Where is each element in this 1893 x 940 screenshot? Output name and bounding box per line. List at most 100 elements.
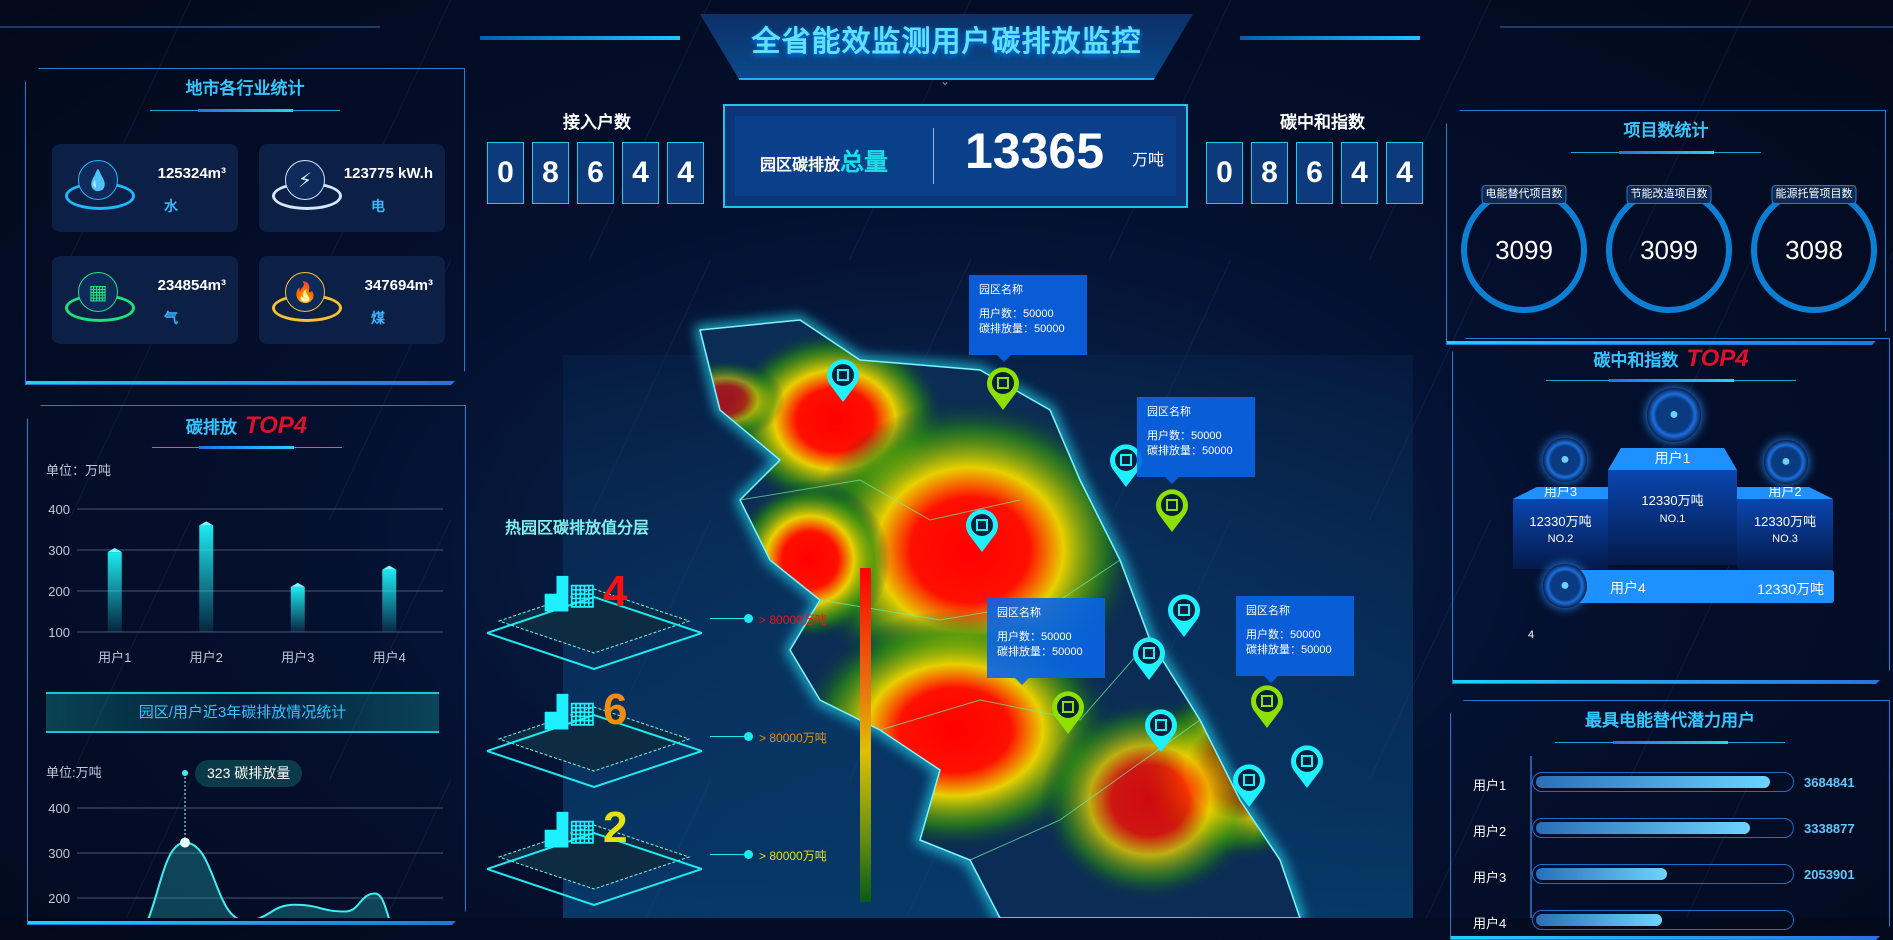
park-location-pin-icon[interactable] [1051, 690, 1085, 734]
potential-value: 2053901 [1804, 867, 1855, 882]
bar [107, 552, 122, 632]
industry-value: 125324m³ [157, 165, 226, 182]
tier-connector [710, 736, 746, 737]
bar-cap [382, 565, 397, 570]
project-count: 3099 [1640, 235, 1698, 265]
park-location-pin-icon[interactable] [1155, 488, 1189, 532]
podium-third-rank: NO.3 [1772, 533, 1798, 545]
tier-platform [487, 706, 702, 788]
total-emission-box: 园区碳排放总量 13365 万吨 [723, 104, 1188, 208]
neutral-label: 碳中和指数 [1280, 113, 1365, 132]
progress-fill [1536, 868, 1668, 880]
divider [933, 128, 934, 184]
park-emission: 碳排放量：50000 [997, 646, 1083, 658]
park-name: 园区名称 [1246, 605, 1290, 617]
tier-label: > 80000万吨 [759, 849, 827, 863]
lightning-icon: ⚡ [285, 160, 325, 200]
tooltip-label: 碳排放量 [234, 765, 291, 781]
project-count-ring: 3099 节能改造项目数 [1606, 185, 1732, 313]
tier-dot [744, 850, 753, 859]
park-emission: 碳排放量：50000 [1147, 445, 1233, 457]
industry-card: 💧 125324m³ 水 [52, 144, 238, 232]
project-count-ring: 3098 能源托管项目数 [1751, 185, 1877, 313]
y-tick-label: 400 [48, 502, 70, 517]
bar [382, 569, 397, 632]
park-location-pin-icon[interactable] [1232, 763, 1266, 807]
potential-progress-bar [1532, 864, 1794, 884]
total-unit: 万吨 [1132, 152, 1165, 169]
podium-first-value: 12330万吨 [1641, 493, 1704, 508]
tier-count: 2 [603, 803, 628, 852]
park-location-pin-icon[interactable] [1290, 744, 1324, 788]
fourth-value: 12330万吨 [1757, 581, 1824, 597]
digit-box: 4 [622, 142, 659, 204]
industry-value: 234854m³ [157, 277, 226, 294]
park-name: 园区名称 [979, 284, 1023, 296]
guide-dot [182, 770, 188, 776]
potential-user-label: 用户4 [1473, 916, 1507, 931]
y-tick-label: 200 [48, 584, 70, 599]
access-label: 接入户数 [563, 113, 631, 132]
project-count: 3098 [1785, 235, 1843, 265]
industry-value: 347694m³ [364, 277, 433, 294]
park-location-pin-icon[interactable] [1167, 593, 1201, 637]
digit-box: 6 [577, 142, 614, 204]
podium-first: 12330万吨 NO.1 [1608, 470, 1737, 565]
park-location-pin-icon[interactable] [1132, 636, 1166, 680]
tier-platform [487, 588, 702, 670]
panel-title-text: 碳排放 [185, 418, 237, 437]
podium-third-name: 用户2 [1737, 487, 1833, 499]
potential-progress-bar [1532, 772, 1794, 792]
color-scale-bar [860, 568, 871, 902]
project-count: 3099 [1495, 235, 1553, 265]
podium-second-value: 12330万吨 [1529, 514, 1592, 529]
industry-label: 气 [164, 310, 178, 326]
y-tick-label: 100 [48, 625, 70, 640]
podium-first-rank: NO.1 [1659, 513, 1686, 525]
digit-box: 4 [667, 142, 704, 204]
podium-second: 12330万吨 NO.2 [1513, 499, 1608, 569]
park-location-pin-icon[interactable] [826, 358, 860, 402]
tier-dot [744, 732, 753, 741]
industry-card: 🔥 347694m³ 煤 [259, 256, 445, 344]
potential-user-label: 用户1 [1473, 778, 1507, 793]
x-tick-label: 用户2 [190, 650, 223, 665]
park-location-pin-icon[interactable] [1109, 443, 1143, 487]
user-avatar-icon: ● [1647, 388, 1701, 442]
chevron-down-icon: ⌄ [940, 74, 951, 88]
total-label: 园区碳排放总量 [760, 142, 888, 177]
user-avatar-icon: ● [1543, 564, 1587, 608]
digit-box: 6 [1296, 142, 1333, 204]
digit-box: 4 [1386, 142, 1423, 204]
layers-title: 热园区碳排放值分层 [505, 520, 650, 537]
title-plate [700, 14, 1193, 80]
top4-label: TOP4 [1686, 345, 1749, 372]
potential-value: 3684841 [1804, 775, 1855, 790]
line-unit-label: 单位:万吨 [46, 765, 102, 780]
total-label-prefix: 园区碳排放 [760, 157, 841, 174]
digit-box: 8 [1251, 142, 1288, 204]
podium-first-name: 用户1 [1608, 448, 1737, 470]
tier-count: 6 [603, 685, 628, 734]
digit-box: 0 [1206, 142, 1243, 204]
tier-platform [487, 824, 702, 906]
park-location-pin-icon[interactable] [1144, 708, 1178, 752]
podium-second-rank: NO.2 [1547, 533, 1574, 545]
digit-box: 4 [1341, 142, 1378, 204]
industry-value: 123775 kW.h [343, 165, 433, 182]
y-tick-label: 400 [48, 801, 70, 816]
x-tick-label: 用户4 [373, 650, 406, 665]
top4-label: TOP4 [244, 412, 308, 439]
panel-title: 项目数统计 [1571, 111, 1761, 153]
building-icon: ▟▦ [545, 578, 597, 611]
project-label: 电能替代项目数 [1481, 185, 1567, 204]
park-location-pin-icon[interactable] [965, 508, 999, 552]
tier-connector [710, 854, 746, 855]
podium-third-value: 12330万吨 [1753, 514, 1817, 529]
series-line [147, 841, 390, 918]
header-line-right [1500, 26, 1893, 28]
park-location-pin-icon[interactable] [1250, 684, 1284, 728]
park-location-pin-icon[interactable] [986, 366, 1020, 410]
project-count-ring: 3099 电能替代项目数 [1461, 185, 1587, 313]
podium-second-name: 用户3 [1513, 487, 1608, 499]
